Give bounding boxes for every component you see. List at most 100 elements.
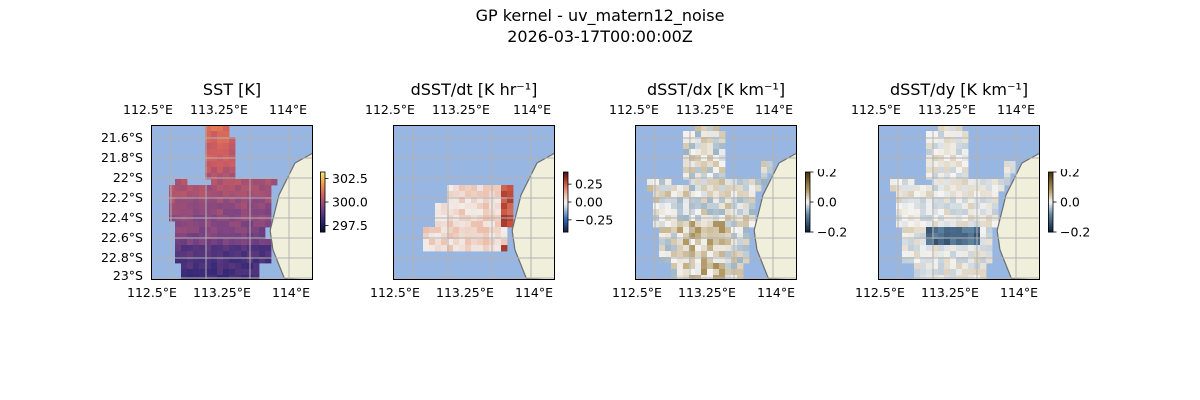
data-cell xyxy=(683,191,690,198)
data-cell xyxy=(211,161,218,168)
colorbar-segment xyxy=(805,182,810,185)
data-cell xyxy=(713,131,720,138)
data-cell xyxy=(962,173,969,180)
data-cell xyxy=(453,221,460,228)
data-cell xyxy=(902,203,909,210)
data-cell xyxy=(956,167,963,174)
colorbar-segment xyxy=(563,229,568,231)
data-cell xyxy=(743,197,750,204)
data-cell xyxy=(653,221,660,228)
data-cell xyxy=(671,209,678,216)
data-cell xyxy=(908,257,915,264)
data-cell xyxy=(689,251,696,258)
colorbar-segment xyxy=(1048,224,1053,227)
data-cell xyxy=(950,263,957,270)
data-cell xyxy=(507,203,514,210)
data-cell xyxy=(950,209,957,216)
data-cell xyxy=(423,239,430,246)
data-cell xyxy=(980,191,987,198)
data-cell xyxy=(749,191,756,198)
data-cell xyxy=(713,161,720,168)
data-cell xyxy=(980,209,987,216)
data-cell xyxy=(441,209,448,216)
data-cell xyxy=(683,257,690,264)
data-cell xyxy=(229,227,236,234)
data-cell xyxy=(665,233,672,240)
colorbar-segment xyxy=(1048,196,1053,198)
data-cell xyxy=(435,203,442,210)
data-cell xyxy=(926,203,933,210)
data-cell xyxy=(241,185,248,192)
data-cell xyxy=(665,257,672,264)
data-cell xyxy=(223,137,230,144)
data-cell xyxy=(920,251,927,258)
data-cell xyxy=(707,149,714,156)
colorbar-segment xyxy=(1048,197,1053,200)
data-cell xyxy=(199,263,206,270)
data-cell xyxy=(435,245,442,252)
data-cell xyxy=(223,179,230,186)
data-cell xyxy=(689,149,696,156)
data-cell xyxy=(229,203,236,210)
data-cell xyxy=(761,161,768,168)
data-cell xyxy=(950,245,957,252)
data-cell xyxy=(920,191,927,198)
data-cell xyxy=(737,233,744,240)
data-cell xyxy=(495,191,502,198)
colorbar-tick-label: 0.25 xyxy=(575,177,603,192)
data-cell xyxy=(725,209,732,216)
land-mass xyxy=(269,125,313,280)
data-cell xyxy=(223,245,230,252)
data-cell xyxy=(902,191,909,198)
data-cell xyxy=(968,239,975,246)
data-cell xyxy=(677,263,684,270)
data-cell xyxy=(677,197,684,204)
data-cell xyxy=(986,179,993,186)
data-cell xyxy=(932,209,939,216)
data-cell xyxy=(665,209,672,216)
data-cell xyxy=(707,227,714,234)
data-cell xyxy=(719,167,726,174)
data-cell xyxy=(677,209,684,216)
data-cell xyxy=(962,269,969,276)
colorbar-segment xyxy=(320,191,325,194)
data-cell xyxy=(701,269,708,276)
colorbar-segment xyxy=(563,217,568,219)
data-cell xyxy=(235,221,242,228)
data-cell xyxy=(229,185,236,192)
data-cell xyxy=(507,221,514,228)
data-cell xyxy=(749,203,756,210)
data-cell xyxy=(719,143,726,150)
data-cell xyxy=(471,209,478,216)
data-cell xyxy=(992,191,999,198)
colorbar-segment xyxy=(805,172,810,174)
colorbar-segment xyxy=(805,187,810,189)
data-cell xyxy=(980,245,987,252)
gridlines xyxy=(878,125,1040,280)
data-cell xyxy=(465,209,472,216)
data-cell xyxy=(483,239,490,246)
data-cell xyxy=(453,245,460,252)
colorbar-segment xyxy=(563,173,568,176)
colorbar-segment xyxy=(1048,181,1053,183)
colorbar-segment xyxy=(320,203,325,206)
data-cell xyxy=(653,191,660,198)
colorbar-segment xyxy=(805,173,810,176)
data-cell xyxy=(908,209,915,216)
data-cell xyxy=(169,185,176,192)
data-cell xyxy=(193,209,200,216)
data-cell xyxy=(1004,173,1011,180)
data-cell xyxy=(713,257,720,264)
data-cell xyxy=(459,221,466,228)
data-cell xyxy=(677,185,684,192)
data-cell xyxy=(665,239,672,246)
data-cell xyxy=(477,191,484,198)
colorbar-segment xyxy=(563,214,568,216)
dsstdx-bottom-xtick: 112.5°E xyxy=(612,285,662,300)
data-cell xyxy=(968,179,975,186)
data-cell xyxy=(477,185,484,192)
data-cell xyxy=(707,251,714,258)
data-cell xyxy=(211,173,218,180)
data-cell xyxy=(235,191,242,198)
data-cell xyxy=(944,179,951,186)
